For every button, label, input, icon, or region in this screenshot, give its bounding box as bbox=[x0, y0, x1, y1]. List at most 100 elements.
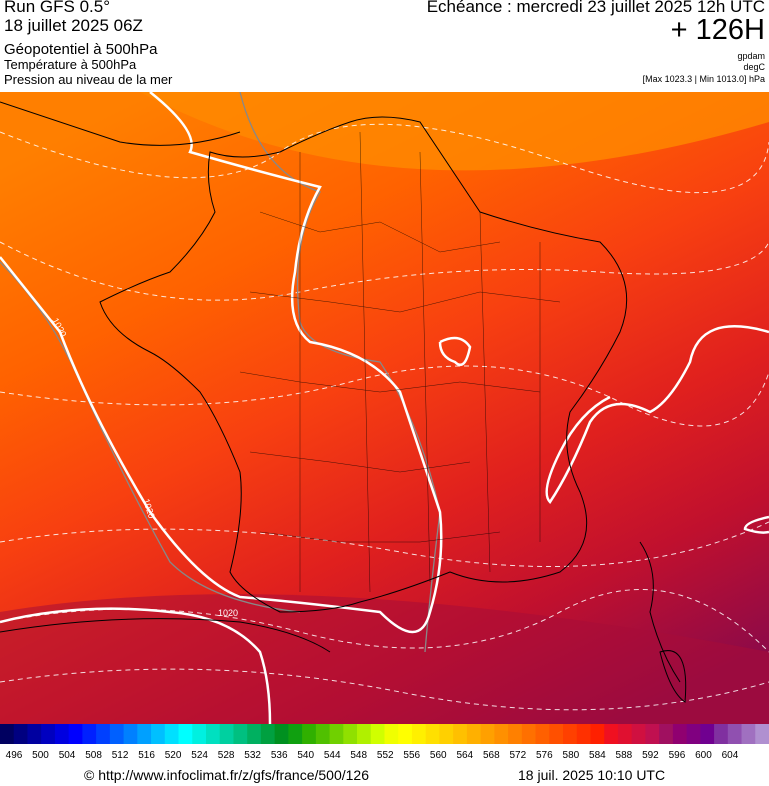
color-swatch bbox=[329, 724, 344, 744]
colorbar-label: 604 bbox=[722, 750, 739, 761]
unit-label: gpdam bbox=[737, 51, 765, 61]
color-swatch bbox=[315, 724, 331, 744]
colorbar-label: 588 bbox=[616, 750, 633, 761]
colorbar-label: 508 bbox=[85, 750, 102, 761]
color-swatch bbox=[700, 724, 715, 744]
source-url: © http://www.infoclimat.fr/z/gfs/france/… bbox=[84, 767, 369, 783]
color-swatch bbox=[384, 724, 399, 744]
colorbar-label: 548 bbox=[350, 750, 367, 761]
color-swatch bbox=[563, 724, 578, 744]
colorbar-label: 528 bbox=[218, 750, 235, 761]
color-swatch bbox=[741, 724, 756, 744]
color-swatch bbox=[96, 724, 111, 744]
color-swatch bbox=[151, 724, 166, 744]
colorbar-label: 544 bbox=[324, 750, 341, 761]
colorbar-label: 596 bbox=[669, 750, 686, 761]
color-swatch bbox=[41, 724, 56, 744]
color-swatch bbox=[411, 724, 427, 744]
timestamp: 18 juil. 2025 10:10 UTC bbox=[518, 767, 666, 783]
color-swatch bbox=[205, 724, 221, 744]
color-swatch bbox=[508, 724, 523, 744]
color-swatch bbox=[370, 724, 385, 744]
color-swatch bbox=[0, 724, 15, 744]
echeance: Echéance : mercredi 23 juillet 2025 12h … bbox=[426, 0, 765, 16]
temperature-band bbox=[0, 594, 769, 724]
run-date: 18 juillet 2025 06Z bbox=[4, 16, 143, 35]
colorbar-label: 560 bbox=[430, 750, 447, 761]
color-swatch bbox=[659, 724, 674, 744]
color-swatch bbox=[439, 724, 454, 744]
coastline bbox=[0, 101, 687, 703]
color-swatch bbox=[755, 724, 769, 744]
colorbar-label: 592 bbox=[642, 750, 659, 761]
color-swatch bbox=[576, 724, 591, 744]
field-label: Température à 500hPa bbox=[4, 57, 137, 72]
color-swatch bbox=[68, 724, 83, 744]
color-swatch bbox=[302, 724, 317, 744]
colorbar-label: 524 bbox=[191, 750, 208, 761]
color-swatch bbox=[494, 724, 509, 744]
range-label: [Max 1023.3 | Min 1013.0] hPa bbox=[642, 74, 765, 84]
color-swatch bbox=[398, 724, 413, 744]
colorbar-label: 584 bbox=[589, 750, 606, 761]
colorbar-label: 600 bbox=[695, 750, 712, 761]
department-borders bbox=[239, 131, 561, 593]
color-swatch bbox=[109, 724, 125, 744]
color-swatch bbox=[686, 724, 701, 744]
color-swatch bbox=[604, 724, 619, 744]
color-swatch bbox=[288, 724, 303, 744]
color-swatch bbox=[425, 724, 440, 744]
color-swatch bbox=[727, 724, 743, 744]
colorbar: 496 500 504 508 512 516 520 524 528 532 536 540 544 5… bbox=[0, 724, 769, 761]
colorbar-label: 556 bbox=[403, 750, 420, 761]
colorbar-label: 500 bbox=[32, 750, 49, 761]
map: 1020 1020 1020 bbox=[0, 92, 769, 724]
colorbar-label: 536 bbox=[271, 750, 288, 761]
color-swatch bbox=[82, 724, 97, 744]
color-swatch bbox=[54, 724, 70, 744]
color-swatch bbox=[521, 724, 537, 744]
color-swatch bbox=[453, 724, 468, 744]
colorbar-label: 532 bbox=[244, 750, 261, 761]
colorbar-label: 496 bbox=[6, 750, 23, 761]
color-swatch bbox=[480, 724, 495, 744]
color-swatch bbox=[672, 724, 688, 744]
colorbar-label: 572 bbox=[509, 750, 526, 761]
color-swatch bbox=[123, 724, 138, 744]
color-swatch bbox=[274, 724, 289, 744]
color-swatch bbox=[178, 724, 193, 744]
color-swatch bbox=[192, 724, 207, 744]
color-swatch bbox=[617, 724, 633, 744]
field-label: Géopotentiel à 500hPa bbox=[4, 41, 158, 58]
color-swatch bbox=[343, 724, 358, 744]
color-swatch bbox=[549, 724, 564, 744]
color-swatch bbox=[357, 724, 372, 744]
field-label: Pression au niveau de la mer bbox=[4, 72, 173, 87]
isobar-label: 1020 bbox=[218, 608, 238, 618]
color-swatch bbox=[164, 724, 180, 744]
temperature-band bbox=[140, 92, 769, 171]
color-swatch bbox=[247, 724, 262, 744]
color-swatch bbox=[219, 724, 234, 744]
colorbar-label: 552 bbox=[377, 750, 394, 761]
lead-time: + 126H bbox=[670, 14, 765, 46]
colorbar-label: 504 bbox=[59, 750, 76, 761]
color-swatch bbox=[590, 724, 605, 744]
colorbar-label: 576 bbox=[536, 750, 553, 761]
colorbar-label: 580 bbox=[563, 750, 580, 761]
color-swatch bbox=[260, 724, 276, 744]
geopotential-contour bbox=[0, 92, 441, 653]
colorbar-label: 512 bbox=[112, 750, 129, 761]
run-title: Run GFS 0.5° bbox=[4, 0, 111, 16]
color-swatch bbox=[714, 724, 729, 744]
colorbar-label: 568 bbox=[483, 750, 500, 761]
color-swatch bbox=[645, 724, 660, 744]
colorbar-label: 540 bbox=[297, 750, 314, 761]
colorbar-label: 564 bbox=[456, 750, 473, 761]
color-swatch bbox=[13, 724, 28, 744]
color-swatch bbox=[631, 724, 646, 744]
colorbar-label: 516 bbox=[138, 750, 155, 761]
color-swatch bbox=[233, 724, 248, 744]
color-swatch bbox=[27, 724, 42, 744]
